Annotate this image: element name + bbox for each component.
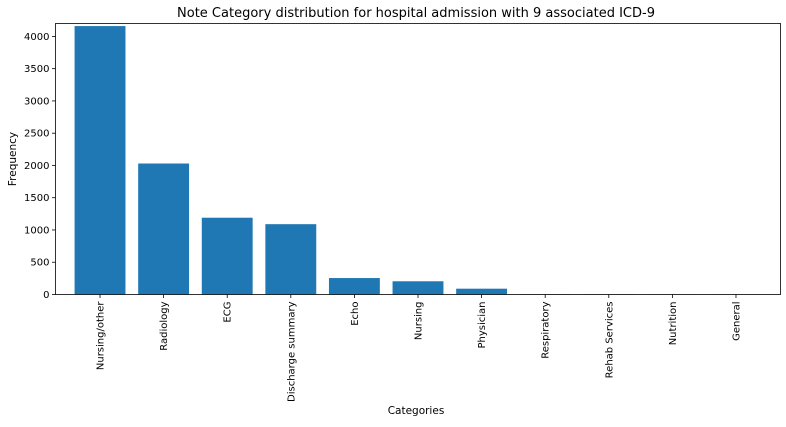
x-tick-label: Echo: [350, 302, 361, 326]
x-tick-label: Radiology: [159, 301, 170, 350]
bar-physician: [456, 289, 507, 295]
bars-group: [75, 26, 762, 294]
x-axis: Nursing/other Radiology ECG Discharge summa…: [96, 295, 743, 402]
bar-ecg: [202, 218, 253, 295]
y-tick-label: 3000: [24, 96, 49, 107]
y-tick-label: 500: [30, 258, 49, 269]
x-tick-label: Discharge summary: [286, 301, 297, 402]
y-tick-label: 1500: [24, 193, 49, 204]
x-tick-label: Nursing: [414, 302, 425, 341]
x-tick-label: General: [731, 302, 742, 341]
x-tick-label: Nutrition: [668, 302, 679, 346]
bar-radiology: [138, 164, 189, 295]
x-tick-label: ECG: [223, 302, 234, 323]
bar-nursing-other: [75, 26, 126, 294]
y-tick-label: 3500: [24, 64, 49, 75]
y-tick-label: 2000: [24, 161, 49, 172]
y-tick-label: 0: [43, 290, 49, 301]
y-axis: 0 500 1000 1500 2000 2500 3000 3500 4000: [24, 32, 55, 301]
bar-discharge-summary: [265, 224, 316, 294]
chart-title: Note Category distribution for hospital …: [177, 6, 655, 21]
y-tick-label: 2500: [24, 129, 49, 140]
x-tick-label: Physician: [477, 302, 488, 349]
bar-echo: [329, 278, 380, 294]
y-tick-label: 1000: [24, 225, 49, 236]
x-tick-label: Respiratory: [541, 301, 552, 358]
y-tick-label: 4000: [24, 32, 49, 43]
x-tick-label: Nursing/other: [96, 301, 107, 371]
x-tick-label: Rehab Services: [604, 302, 615, 379]
x-axis-label: Categories: [388, 405, 445, 417]
y-axis-label: Frequency: [7, 132, 19, 186]
bar-nursing: [393, 281, 444, 294]
